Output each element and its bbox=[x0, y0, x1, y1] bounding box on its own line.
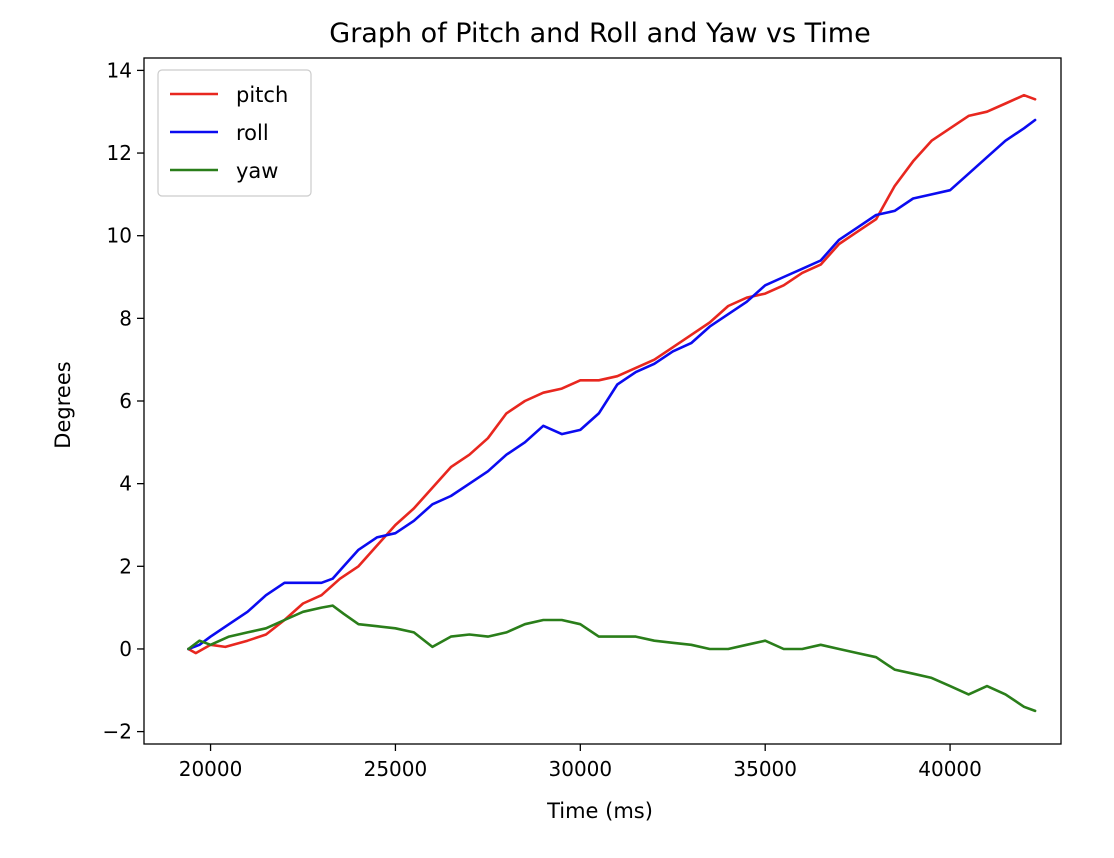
legend-label-yaw: yaw bbox=[236, 159, 278, 183]
x-tick-label: 35000 bbox=[733, 757, 797, 781]
x-axis-label: Time (ms) bbox=[546, 799, 653, 823]
y-tick-label: 10 bbox=[107, 224, 132, 248]
y-tick-label: 8 bbox=[119, 306, 132, 330]
y-tick-label: 12 bbox=[107, 141, 132, 165]
series-line-pitch bbox=[187, 93, 1037, 655]
y-tick-label: 14 bbox=[107, 58, 132, 82]
y-tick-label: 6 bbox=[119, 389, 132, 413]
legend-label-pitch: pitch bbox=[236, 83, 288, 107]
y-tick-label: 0 bbox=[119, 637, 132, 661]
y-tick-label: 4 bbox=[119, 472, 132, 496]
y-axis: −2 0 2 4 6 8 10 12 14 bbox=[103, 58, 144, 744]
x-axis: 20000 25000 30000 35000 40000 bbox=[179, 744, 982, 781]
series-layer bbox=[187, 93, 1037, 713]
legend: pitch roll yaw bbox=[157, 69, 312, 197]
series-line-roll bbox=[187, 118, 1037, 651]
x-tick-label: 20000 bbox=[179, 757, 243, 781]
legend-label-roll: roll bbox=[236, 121, 269, 145]
series-line-yaw bbox=[187, 604, 1037, 713]
y-axis-label: Degrees bbox=[51, 361, 75, 448]
y-tick-label: 2 bbox=[119, 554, 132, 578]
x-tick-label: 40000 bbox=[918, 757, 982, 781]
x-tick-label: 30000 bbox=[549, 757, 613, 781]
chart-title: Graph of Pitch and Roll and Yaw vs Time bbox=[329, 18, 870, 49]
legend-box bbox=[157, 69, 312, 197]
y-tick-label: −2 bbox=[103, 720, 132, 744]
x-tick-label: 25000 bbox=[364, 757, 428, 781]
